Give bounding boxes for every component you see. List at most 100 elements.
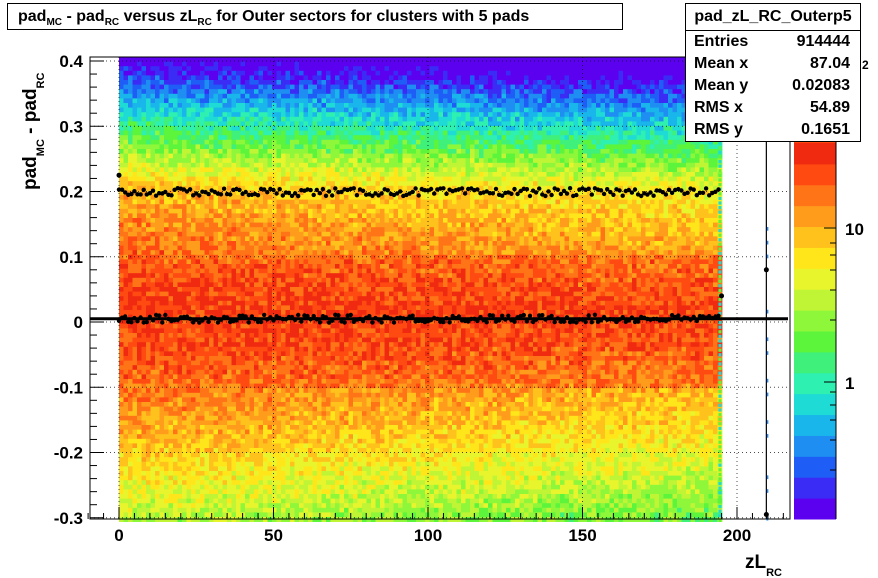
heatmap-cell [263,70,268,76]
heatmap-cell [182,346,187,352]
heatmap-cell [186,98,192,104]
heatmap-cell [119,319,124,325]
heatmap-cell [195,323,201,329]
heatmap-cell [222,273,228,279]
heatmap-cell [317,420,322,426]
heatmap-cell [258,360,264,366]
heatmap-cell [254,112,259,118]
heatmap-cell [258,480,264,486]
heatmap-cell [249,351,255,357]
heatmap-cell [290,448,295,453]
heatmap-cell [222,512,228,518]
heatmap-cell [272,471,277,476]
heatmap-cell [173,126,178,131]
heatmap-cell [236,466,241,472]
heatmap-cell [294,204,300,210]
heatmap-cell [294,167,300,173]
heatmap-cell [222,227,228,233]
heatmap-cell [186,227,192,233]
heatmap-cell [254,181,259,187]
heatmap-cell [155,66,160,72]
heatmap-cell [182,98,187,104]
heatmap-cell [290,392,295,398]
heatmap-cell [240,61,246,67]
heatmap-cell [258,310,264,315]
heatmap-cell [317,75,322,81]
heatmap-cell [164,245,169,251]
heatmap-cell [290,103,295,108]
heatmap-cell [195,346,201,352]
heatmap-cell [312,158,318,164]
heatmap-cell [240,471,246,476]
heatmap-cell [218,346,223,352]
heatmap-cell [330,512,336,518]
heatmap-cell [191,144,196,150]
heatmap-cell [258,208,264,214]
heatmap-cell [168,457,174,463]
heatmap-cell [245,112,250,118]
heatmap-cell [276,199,282,205]
heatmap-cell [299,443,304,449]
heatmap-cell [276,346,282,352]
heatmap-cell [218,277,223,283]
heatmap-cell [218,80,223,85]
heatmap-cell [119,356,124,361]
heatmap-cell [191,392,196,398]
heatmap-cell [177,93,183,99]
heatmap-cell [146,158,151,164]
heatmap-cell [186,158,192,164]
heatmap-cell [299,241,304,246]
heatmap-cell [330,342,336,348]
heatmap-cell [227,379,232,384]
heatmap-cell [155,222,160,228]
heatmap-cell [128,346,133,352]
heatmap-cell [263,162,268,168]
heatmap-cell [258,475,264,481]
heatmap-cell [222,356,228,361]
heatmap-cell [204,374,210,380]
heatmap-cell [303,300,309,306]
heatmap-cell [267,89,273,95]
heatmap-cell [294,57,300,62]
heatmap-cell [303,466,309,472]
heatmap-cell [191,466,196,472]
heatmap-cell [222,66,228,72]
heatmap-cell [209,273,214,279]
heatmap-cell [173,287,178,292]
heatmap-cell [222,337,228,343]
heatmap-cell [231,457,237,463]
heatmap-cell [303,392,309,398]
heatmap-cell [141,107,147,113]
heatmap-cell [119,448,124,453]
heatmap-cell [164,438,169,444]
heatmap-cell [182,70,187,76]
heatmap-cell [245,356,250,361]
heatmap-cell [177,139,183,145]
heatmap-cell [209,310,214,315]
heatmap-cell [173,93,178,99]
heatmap-cell [146,149,151,154]
heatmap-cell [290,277,295,283]
heatmap-cell [200,167,205,173]
heatmap-cell [312,296,318,302]
heatmap-cell [303,144,309,150]
heatmap-cell [119,93,124,99]
heatmap-cell [200,448,205,453]
heatmap-cell [204,130,210,136]
heatmap-cell [335,162,340,168]
heatmap-cell [146,356,151,361]
heatmap-cell [204,204,210,210]
heatmap-cell [254,162,259,168]
heatmap-cell [204,172,210,177]
heatmap-cell [294,475,300,481]
heatmap-cell [267,130,273,136]
heatmap-cell [150,429,156,435]
heatmap-cell [267,139,273,145]
heatmap-cell [155,498,160,504]
heatmap-cell [308,411,313,417]
heatmap-cell [222,112,228,118]
heatmap-cell [267,342,273,348]
heatmap-cell [245,98,250,104]
heatmap-cell [150,167,156,173]
heatmap-cell [294,245,300,251]
